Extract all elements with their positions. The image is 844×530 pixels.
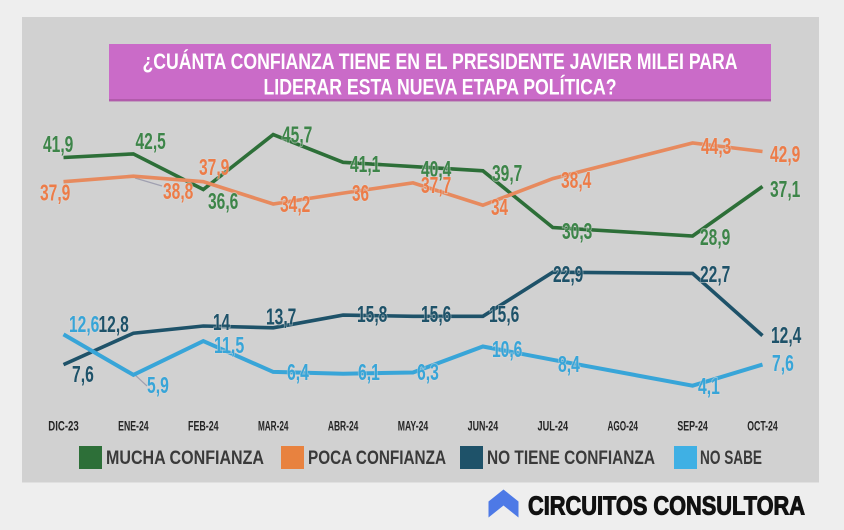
svg-text:¿CUÁNTA CONFIANZA TIENE EN EL: ¿CUÁNTA CONFIANZA TIENE EN EL PRESIDENTE… [143,49,738,74]
svg-text:5,9: 5,9 [147,372,169,398]
svg-text:34,2: 34,2 [280,191,310,217]
svg-text:NO TIENE CONFIANZA: NO TIENE CONFIANZA [487,448,655,469]
svg-text:12,6: 12,6 [69,311,99,337]
svg-text:OCT-24: OCT-24 [747,419,778,434]
svg-text:15,8: 15,8 [357,301,387,327]
svg-text:28,9: 28,9 [700,224,730,250]
svg-text:13,7: 13,7 [266,304,296,330]
svg-text:15,6: 15,6 [421,301,451,327]
svg-text:37,7: 37,7 [421,172,451,198]
svg-text:6,4: 6,4 [287,359,309,385]
svg-text:MUCHA CONFIANZA: MUCHA CONFIANZA [106,448,264,469]
svg-text:15,6: 15,6 [489,301,519,327]
svg-text:CIRCUITOS CONSULTORA: CIRCUITOS CONSULTORA [528,493,805,521]
svg-text:38,8: 38,8 [163,178,193,204]
svg-text:FEB-24: FEB-24 [188,419,219,434]
svg-text:39,7: 39,7 [492,160,522,186]
svg-text:JUL-24: JUL-24 [538,419,569,434]
svg-text:LIDERAR ESTA NUEVA ETAPA POLÍT: LIDERAR ESTA NUEVA ETAPA POLÍTICA? [264,75,617,100]
svg-text:7,6: 7,6 [72,361,94,387]
svg-text:14: 14 [213,309,230,335]
svg-text:MAR-24: MAR-24 [258,419,289,434]
svg-text:12,8: 12,8 [99,311,129,337]
svg-text:37,1: 37,1 [770,176,800,202]
svg-text:34: 34 [491,194,508,220]
svg-text:MAY-24: MAY-24 [398,419,429,434]
svg-text:40,4: 40,4 [421,156,451,182]
svg-text:12,4: 12,4 [771,322,801,348]
svg-text:42,5: 42,5 [136,128,166,154]
svg-text:36: 36 [352,180,369,206]
svg-text:22,7: 22,7 [700,261,730,287]
svg-text:44,3: 44,3 [701,133,731,159]
svg-text:22,9: 22,9 [553,261,583,287]
svg-text:30,3: 30,3 [562,218,592,244]
svg-text:7,6: 7,6 [772,350,794,376]
svg-text:SEP-24: SEP-24 [677,419,708,434]
svg-text:ABR-24: ABR-24 [328,419,359,434]
svg-text:42,9: 42,9 [770,141,800,167]
svg-text:ENE-24: ENE-24 [118,419,149,434]
svg-text:NO SABE: NO SABE [700,448,762,469]
svg-text:10,6: 10,6 [492,336,522,362]
svg-text:36,6: 36,6 [208,188,238,214]
svg-text:41,9: 41,9 [43,131,73,157]
svg-text:6,3: 6,3 [417,359,439,385]
svg-text:6,1: 6,1 [358,359,380,385]
svg-text:DIC-23: DIC-23 [48,419,79,434]
svg-text:41,1: 41,1 [350,151,380,177]
svg-text:AGO-24: AGO-24 [607,419,638,434]
svg-text:4,1: 4,1 [698,373,720,399]
svg-text:37,9: 37,9 [199,154,229,180]
svg-text:38,4: 38,4 [561,167,591,193]
svg-text:45,7: 45,7 [282,122,312,148]
svg-text:JUN-24: JUN-24 [468,419,499,434]
svg-text:37,9: 37,9 [40,180,70,206]
svg-text:POCA CONFIANZA: POCA CONFIANZA [308,448,446,469]
svg-text:8,4: 8,4 [558,351,580,377]
svg-text:11,5: 11,5 [214,332,244,358]
